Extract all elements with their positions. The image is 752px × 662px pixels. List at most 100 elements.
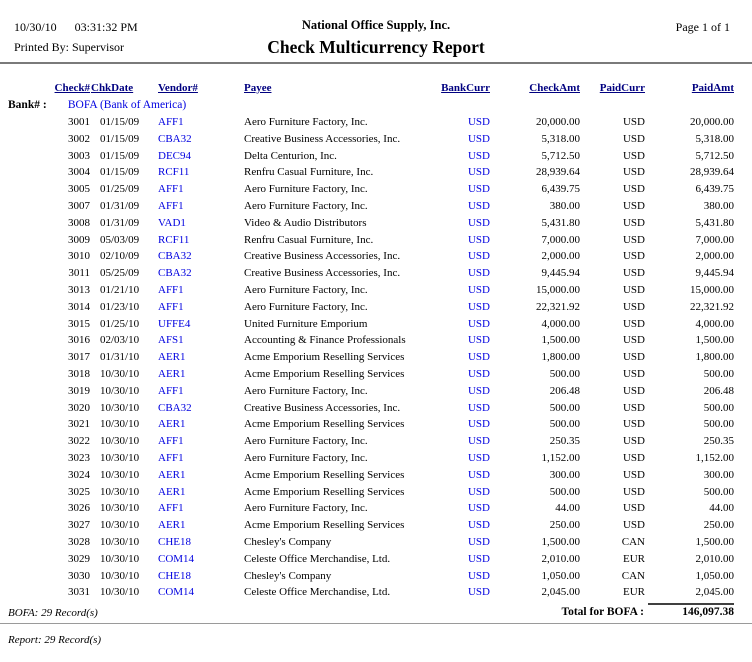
check-amount: 22,321.92: [536, 300, 580, 313]
vendor-code-link[interactable]: AER1: [158, 367, 186, 380]
vendor-code-link[interactable]: CHE18: [158, 569, 191, 582]
vendor-code-link[interactable]: CHE18: [158, 535, 191, 548]
table-row: 3018 10/30/10 AER1 Acme Emporium Reselling …: [0, 366, 734, 383]
bank-currency: USD: [467, 149, 490, 162]
vendor-code-link[interactable]: AER1: [158, 468, 186, 481]
check-amount: 1,800.00: [541, 351, 581, 364]
paid-currency: USD: [622, 233, 645, 246]
bank-currency: USD: [467, 468, 490, 481]
payee-name: Renfru Casual Furniture, Inc.: [244, 233, 374, 246]
bank-currency: USD: [467, 199, 490, 212]
vendor-code-link[interactable]: AER1: [158, 519, 186, 532]
payee-name: Celeste Office Merchandise, Ltd.: [244, 552, 391, 565]
check-amount: 2,045.00: [541, 586, 581, 599]
paid-currency: USD: [622, 468, 645, 481]
payee-name: Chesley's Company: [244, 569, 332, 582]
vendor-code-link[interactable]: AER1: [158, 485, 186, 498]
paid-currency: USD: [622, 199, 645, 212]
column-header-check-amount: CheckAmt: [529, 82, 580, 94]
bank-code-link[interactable]: BOFA (Bank of America): [67, 99, 187, 111]
bank-currency: USD: [467, 300, 490, 313]
check-date: 10/30/10: [100, 552, 140, 565]
vendor-code-link[interactable]: CBA32: [158, 250, 192, 263]
check-number: 3009: [68, 233, 90, 246]
vendor-code-link[interactable]: AFF1: [158, 435, 184, 448]
vendor-code-link[interactable]: AFF1: [158, 502, 184, 515]
paid-amount: 1,500.00: [695, 334, 735, 347]
bank-currency: USD: [467, 233, 490, 246]
vendor-code-link[interactable]: COM14: [158, 586, 195, 599]
check-date: 10/30/10: [100, 586, 140, 599]
vendor-code-link[interactable]: AFF1: [158, 183, 184, 196]
vendor-code-link[interactable]: RCF11: [158, 166, 190, 179]
check-amount: 300.00: [549, 468, 580, 481]
vendor-code-link[interactable]: CBA32: [158, 132, 192, 145]
check-number: 3007: [68, 199, 90, 212]
paid-amount: 5,431.80: [695, 216, 735, 229]
bank-currency: USD: [467, 435, 490, 448]
check-date: 10/30/10: [100, 401, 140, 414]
table-row: 3015 01/25/10 UFFE4 United Furniture Empori…: [0, 316, 734, 333]
check-date: 10/30/10: [100, 519, 140, 532]
check-amount: 500.00: [549, 367, 580, 380]
table-row: 3027 10/30/10 AER1 Acme Emporium Reselling …: [0, 517, 734, 534]
paid-currency: USD: [622, 401, 645, 414]
vendor-code-link[interactable]: AFF1: [158, 451, 184, 464]
paid-amount: 300.00: [703, 468, 734, 481]
paid-currency: USD: [622, 367, 645, 380]
table-row: 3017 01/31/10 AER1 Acme Emporium Reselling …: [0, 349, 734, 366]
table-row: 3022 10/30/10 AFF1 Aero Furniture Factory, …: [0, 433, 734, 450]
vendor-code-link[interactable]: AFF1: [158, 283, 184, 296]
vendor-code-link[interactable]: AER1: [158, 351, 186, 364]
check-amount: 1,152.00: [541, 451, 581, 464]
paid-currency: USD: [622, 384, 645, 397]
vendor-code-link[interactable]: AER1: [158, 418, 186, 431]
payee-name: Aero Furniture Factory, Inc.: [244, 199, 368, 212]
vendor-code-link[interactable]: CBA32: [158, 401, 192, 414]
vendor-code-link[interactable]: AFF1: [158, 116, 184, 128]
column-header-row: Check# ChkDate Vendor# Payee BankCurr Ch…: [0, 81, 734, 97]
payee-name: Creative Business Accessories, Inc.: [244, 250, 401, 263]
check-number: 3031: [68, 586, 90, 599]
check-number: 3022: [68, 435, 90, 448]
table-row: 3005 01/25/09 AFF1 Aero Furniture Factory, …: [0, 181, 734, 198]
check-date: 01/31/10: [100, 351, 140, 364]
paid-currency: CAN: [621, 535, 645, 548]
vendor-code-link[interactable]: AFF1: [158, 300, 184, 313]
vendor-code-link[interactable]: COM14: [158, 552, 195, 565]
vendor-code-link[interactable]: AFF1: [158, 199, 184, 212]
vendor-code-link[interactable]: VAD1: [158, 216, 186, 229]
bank-currency: USD: [467, 569, 490, 582]
payee-name: Delta Centurion, Inc.: [244, 149, 337, 162]
table-row: 3028 10/30/10 CHE18 Chesley's Company USD 1,5…: [0, 534, 734, 551]
check-amount: 250.00: [549, 519, 580, 532]
bank-currency: USD: [467, 552, 490, 565]
vendor-code-link[interactable]: UFFE4: [158, 317, 191, 330]
bank-currency: USD: [467, 485, 490, 498]
payee-name: Aero Furniture Factory, Inc.: [244, 384, 368, 397]
check-amount: 9,445.94: [541, 267, 581, 280]
paid-amount: 2,010.00: [695, 552, 735, 565]
table-row: 3001 01/15/09 AFF1 Aero Furniture Factory, …: [0, 114, 734, 131]
vendor-code-link[interactable]: AFF1: [158, 384, 184, 397]
check-date: 10/30/10: [100, 384, 140, 397]
paid-currency: USD: [622, 451, 645, 464]
vendor-code-link[interactable]: AFS1: [158, 334, 184, 347]
print-date: 10/30/10: [14, 20, 57, 34]
check-number: 3028: [68, 535, 90, 548]
check-date: 01/15/09: [100, 132, 140, 145]
paid-currency: USD: [622, 216, 645, 229]
payee-name: Acme Emporium Reselling Services: [244, 351, 405, 364]
bank-currency: USD: [467, 250, 490, 263]
check-date: 10/30/10: [100, 435, 140, 448]
vendor-code-link[interactable]: CBA32: [158, 267, 192, 280]
paid-currency: USD: [622, 418, 645, 431]
paid-amount: 250.00: [703, 519, 734, 532]
check-amount: 380.00: [549, 199, 580, 212]
print-time: 03:31:32 PM: [74, 20, 138, 34]
paid-amount: 5,712.50: [695, 149, 735, 162]
column-header-vendor: Vendor#: [158, 82, 198, 94]
vendor-code-link[interactable]: DEC94: [158, 149, 191, 162]
check-date: 01/25/09: [100, 183, 140, 196]
vendor-code-link[interactable]: RCF11: [158, 233, 190, 246]
